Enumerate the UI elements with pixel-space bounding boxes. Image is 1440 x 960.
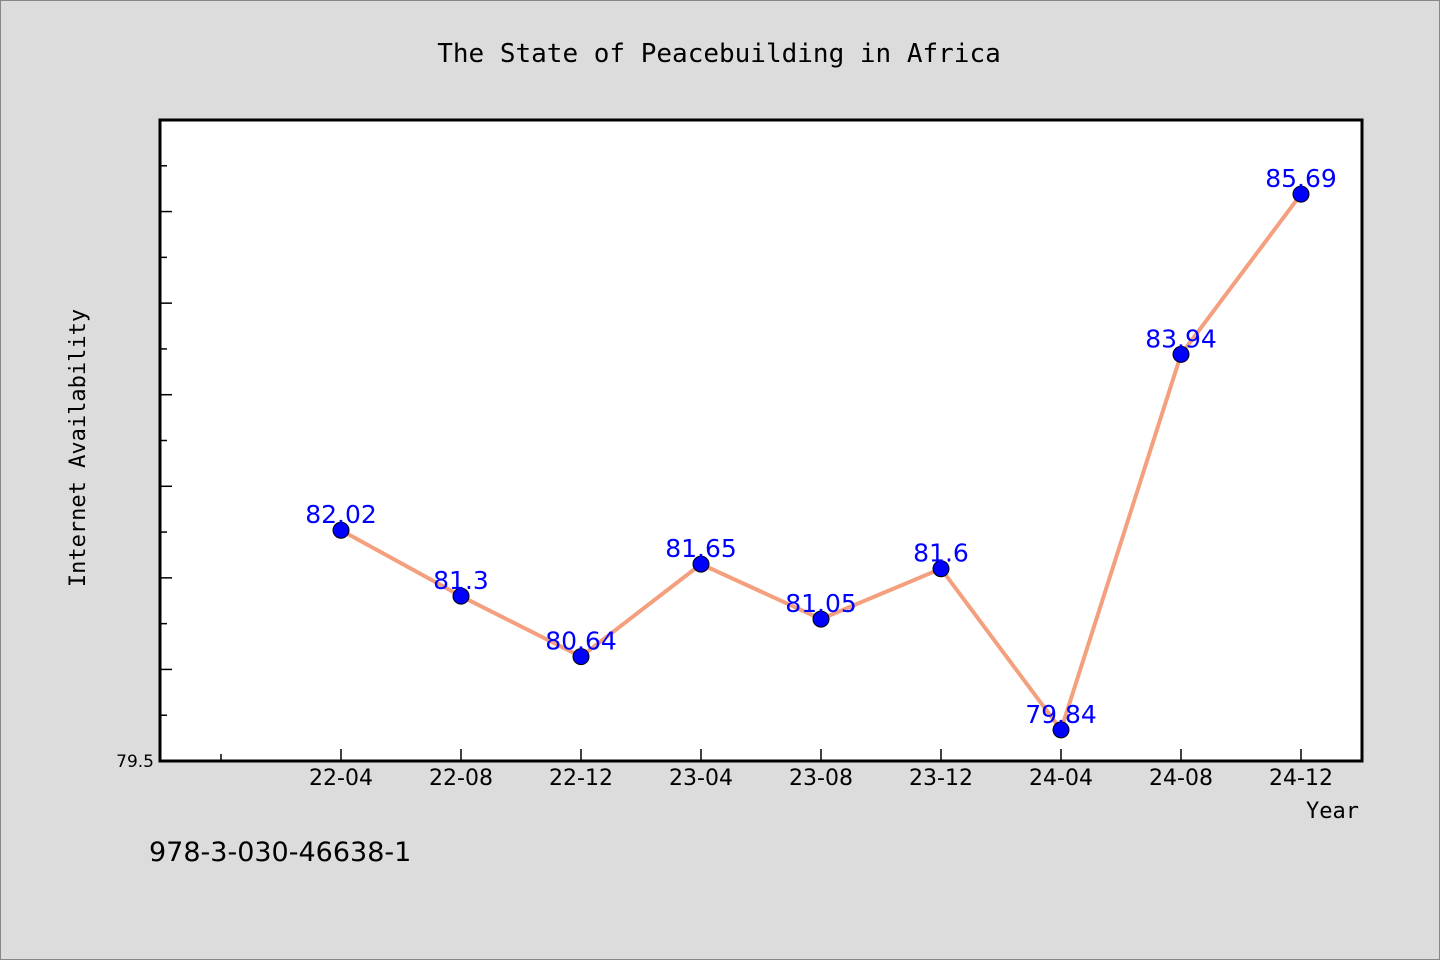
data-label-24-08: 83.94 [1145, 324, 1217, 353]
data-label-22-08: 81.3 [433, 566, 489, 595]
chart-title: The State of Peacebuilding in Africa [437, 39, 1001, 69]
y-tick-label: 79.5 [116, 752, 154, 772]
data-label-24-12: 85.69 [1265, 164, 1337, 193]
x-tick-label-22-12: 22-12 [549, 766, 613, 791]
data-label-23-12: 81.6 [913, 539, 969, 568]
isbn-text: 978-3-030-46638-1 [149, 837, 412, 868]
data-label-23-04: 81.65 [665, 534, 737, 563]
plot-area [158, 118, 1364, 763]
x-tick-label-22-08: 22-08 [429, 766, 493, 791]
y-axis-label: Internet Availability [66, 309, 91, 587]
data-point-22-12 [572, 648, 590, 666]
x-axis-ticks [220, 749, 1302, 761]
x-axis-tick-labels: 22-04 22-08 22-12 23-04 23-08 23-12 24-04 24-08… [309, 766, 1333, 791]
data-labels: 82.02 81.3 80.64 81.65 81.05 81.6 79.84 83.94 85… [305, 164, 1337, 729]
x-tick-label-23-04: 23-04 [669, 766, 733, 791]
data-point-22-04 [332, 521, 350, 539]
data-point-23-04 [692, 555, 710, 573]
data-point-23-12 [932, 560, 950, 578]
x-tick-label-23-12: 23-12 [909, 766, 973, 791]
x-tick-label-24-12: 24-12 [1269, 766, 1333, 791]
x-tick-label-24-08: 24-08 [1149, 766, 1213, 791]
data-label-22-12: 80.64 [545, 627, 617, 656]
x-tick-label-23-08: 23-08 [789, 766, 853, 791]
x-axis-label: Year [1306, 799, 1359, 824]
y-axis-ticks [160, 119, 172, 762]
x-tick-label-24-04: 24-04 [1029, 766, 1093, 791]
data-label-24-04: 79.84 [1025, 700, 1097, 729]
data-label-22-04: 82.02 [305, 500, 377, 529]
series-markers [332, 185, 1310, 739]
data-label-23-08: 81.05 [785, 589, 857, 618]
data-point-23-08 [812, 610, 830, 628]
data-point-24-08 [1172, 345, 1190, 363]
data-point-24-12 [1292, 185, 1310, 203]
data-point-22-08 [452, 587, 470, 605]
data-point-24-04 [1052, 721, 1070, 739]
x-tick-label-22-04: 22-04 [309, 766, 373, 791]
